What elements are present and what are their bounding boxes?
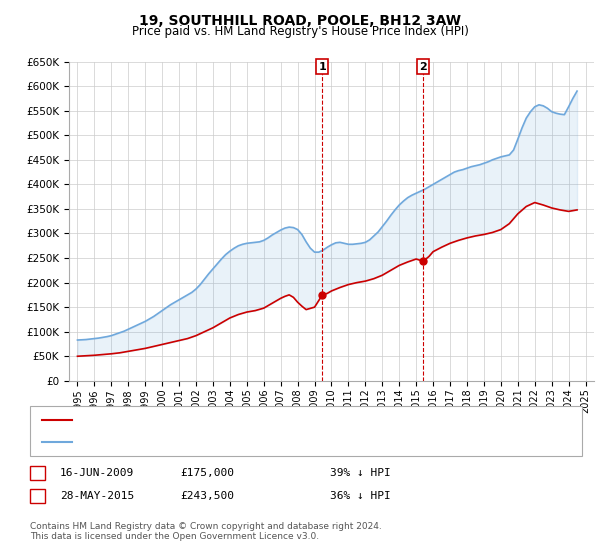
Text: 1: 1	[319, 62, 326, 72]
Text: Price paid vs. HM Land Registry's House Price Index (HPI): Price paid vs. HM Land Registry's House …	[131, 25, 469, 38]
Text: Contains HM Land Registry data © Crown copyright and database right 2024.
This d: Contains HM Land Registry data © Crown c…	[30, 522, 382, 542]
Text: 1: 1	[34, 468, 41, 478]
Text: £243,500: £243,500	[180, 491, 234, 501]
Text: 39% ↓ HPI: 39% ↓ HPI	[330, 468, 391, 478]
Text: 19, SOUTHHILL ROAD, POOLE, BH12 3AW (detached house): 19, SOUTHHILL ROAD, POOLE, BH12 3AW (det…	[78, 415, 388, 425]
Text: 2: 2	[34, 491, 41, 501]
Text: 19, SOUTHHILL ROAD, POOLE, BH12 3AW: 19, SOUTHHILL ROAD, POOLE, BH12 3AW	[139, 14, 461, 28]
Text: HPI: Average price, detached house, Bournemouth Christchurch and Poole: HPI: Average price, detached house, Bour…	[78, 437, 466, 447]
Text: £175,000: £175,000	[180, 468, 234, 478]
Text: 16-JUN-2009: 16-JUN-2009	[60, 468, 134, 478]
Text: 28-MAY-2015: 28-MAY-2015	[60, 491, 134, 501]
Text: 36% ↓ HPI: 36% ↓ HPI	[330, 491, 391, 501]
Text: 2: 2	[419, 62, 427, 72]
